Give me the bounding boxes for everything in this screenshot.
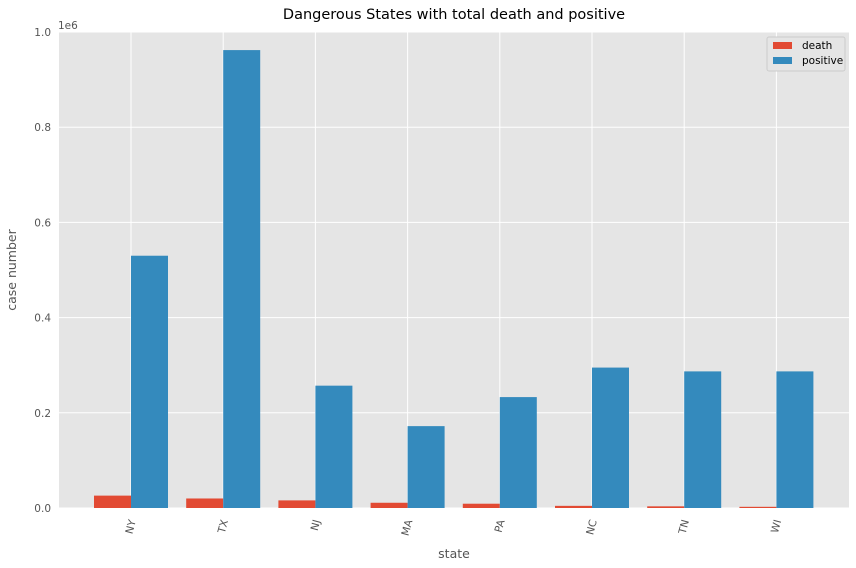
y-tick-label: 0.4 bbox=[34, 313, 51, 325]
y-tick-label: 1.0 bbox=[34, 27, 51, 39]
legend-label-positive: positive bbox=[802, 55, 843, 67]
y-axis-ticks: 0.0 0.2 0.4 0.6 0.8 1.0 bbox=[34, 27, 51, 515]
bar-death-NJ bbox=[278, 500, 316, 508]
y-tick-label: 0.6 bbox=[34, 217, 51, 229]
y-tick-label: 0.8 bbox=[34, 122, 51, 134]
bar-death-NC bbox=[555, 505, 592, 508]
y-axis-label: case number bbox=[4, 228, 19, 310]
x-tick-label: TX bbox=[216, 518, 231, 535]
bar-death-NY bbox=[94, 495, 131, 508]
bar-positive-WI bbox=[776, 371, 814, 508]
bar-positive-PA bbox=[499, 397, 537, 508]
bar-death-WI bbox=[739, 506, 777, 508]
bar-positive-MA bbox=[407, 426, 445, 508]
bar-positive-NJ bbox=[315, 385, 353, 508]
y-tick-label: 0.0 bbox=[34, 503, 51, 515]
legend-swatch-death bbox=[773, 42, 792, 49]
x-tick-label: NY bbox=[124, 518, 139, 535]
x-tick-label: TN bbox=[676, 518, 692, 536]
bar-death-PA bbox=[462, 503, 500, 508]
bar-death-TX bbox=[186, 498, 224, 508]
y-tick-label: 0.2 bbox=[34, 408, 51, 420]
x-axis-ticks: NY TX NJ MA PA NC TN WI bbox=[124, 518, 785, 538]
bar-positive-TX bbox=[223, 50, 261, 508]
chart-title: Dangerous States with total death and po… bbox=[283, 7, 625, 23]
x-tick-label: WI bbox=[769, 518, 784, 534]
bar-positive-NC bbox=[592, 367, 629, 508]
legend: death positive bbox=[766, 36, 846, 72]
x-axis-label: state bbox=[438, 546, 470, 561]
bar-death-MA bbox=[370, 502, 408, 508]
x-tick-label: MA bbox=[400, 518, 416, 538]
x-tick-label: NC bbox=[584, 518, 600, 536]
bar-positive-NY bbox=[131, 255, 168, 508]
y-offset-label: 1e6 bbox=[58, 20, 78, 32]
bar-death-TN bbox=[647, 506, 685, 508]
plot-area bbox=[59, 32, 849, 508]
legend-label-death: death bbox=[802, 40, 832, 52]
bars bbox=[94, 50, 814, 508]
bar-positive-TN bbox=[684, 371, 722, 508]
x-tick-label: NJ bbox=[309, 518, 323, 532]
x-tick-label: PA bbox=[493, 518, 508, 534]
legend-swatch-positive bbox=[773, 57, 792, 64]
